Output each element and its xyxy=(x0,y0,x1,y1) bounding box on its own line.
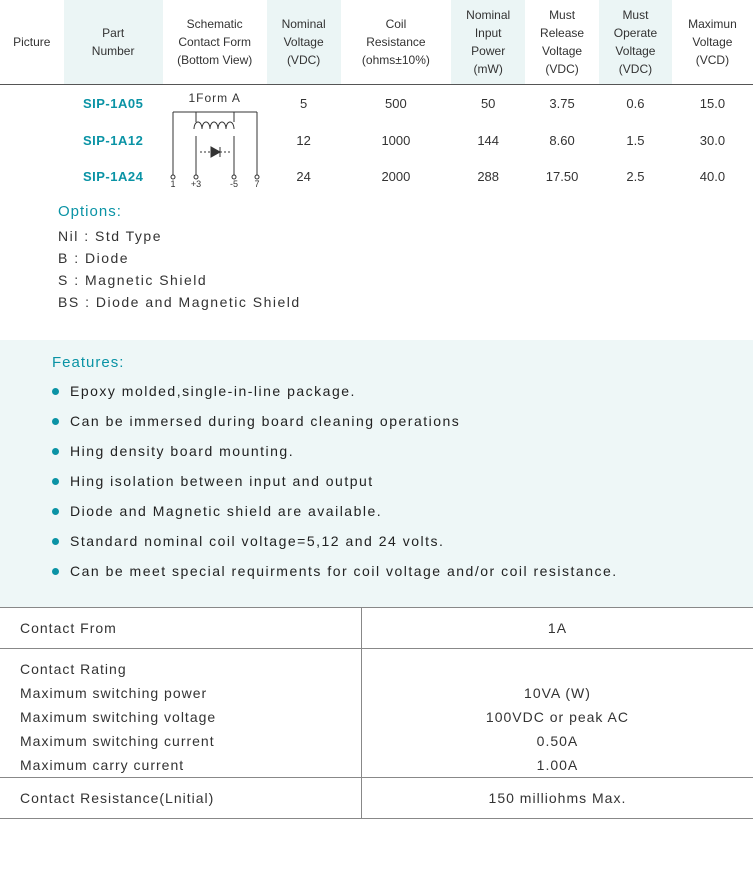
option-line: Nil : Std Type xyxy=(58,228,753,244)
table-cell: 0.6 xyxy=(599,85,672,122)
column-header: CoilResistance(ohms±10%) xyxy=(341,0,452,85)
table-cell: 1000 xyxy=(341,122,452,159)
bullet-icon xyxy=(52,448,59,455)
feature-text: Diode and Magnetic shield are available. xyxy=(70,503,382,519)
spec-row: Maximum switching power10VA (W) xyxy=(0,681,753,705)
options-section: Options: Nil : Std Type B : Diode S : Magn… xyxy=(0,195,753,340)
picture-cell xyxy=(0,85,64,196)
feature-item: Epoxy molded,single-in-line package. xyxy=(52,383,743,399)
spec-label: Maximum switching voltage xyxy=(0,705,361,729)
table-cell: 3.75 xyxy=(525,85,599,122)
part-number-link[interactable]: SIP-1A05 xyxy=(83,96,143,111)
features-title: Features: xyxy=(52,354,743,371)
table-cell: 500 xyxy=(341,85,452,122)
table-cell: 15.0 xyxy=(672,85,753,122)
svg-text:1: 1 xyxy=(170,179,175,189)
features-section: Features: Epoxy molded,single-in-line pa… xyxy=(0,340,753,608)
feature-text: Hing density board mounting. xyxy=(70,443,294,459)
feature-item: Hing isolation between input and output xyxy=(52,473,743,489)
feature-text: Can be immersed during board cleaning op… xyxy=(70,413,460,429)
table-cell: 2.5 xyxy=(599,158,672,195)
feature-item: Diode and Magnetic shield are available. xyxy=(52,503,743,519)
parameter-table: PicturePartNumberSchematicContact Form(B… xyxy=(0,0,753,195)
table-cell: 5 xyxy=(267,85,341,122)
schematic-icon: 1 +3 -5 7 xyxy=(165,105,265,189)
contact-from-value: 1A xyxy=(361,608,753,649)
spec-row: Maximum switching current0.50A xyxy=(0,729,753,753)
form-label: 1Form A xyxy=(165,91,265,105)
part-number-link[interactable]: SIP-1A12 xyxy=(83,133,143,148)
column-header: Picture xyxy=(0,0,64,85)
svg-text:-5: -5 xyxy=(230,179,238,189)
feature-item: Can be immersed during board cleaning op… xyxy=(52,413,743,429)
table-cell: 1.5 xyxy=(599,122,672,159)
column-header: NominalInputPower(mW) xyxy=(451,0,525,85)
spec-label: Maximum switching current xyxy=(0,729,361,753)
table-row: SIP-1A24 24200028817.502.540.0 xyxy=(0,158,753,195)
spec-label: Maximum switching power xyxy=(0,681,361,705)
feature-text: Can be meet special requirments for coil… xyxy=(70,563,618,579)
spec-row: Maximum carry current1.00A xyxy=(0,753,753,778)
spec-value: 100VDC or peak AC xyxy=(361,705,753,729)
svg-text:7: 7 xyxy=(254,179,259,189)
option-line: S : Magnetic Shield xyxy=(58,272,753,288)
column-header: MustOperateVoltage(VDC) xyxy=(599,0,672,85)
table-cell: 12 xyxy=(267,122,341,159)
bullet-icon xyxy=(52,418,59,425)
schematic-cell: 1Form A xyxy=(163,85,267,196)
table-header-row: PicturePartNumberSchematicContact Form(B… xyxy=(0,0,753,85)
spec-row: Contact Rating xyxy=(0,649,753,682)
table-cell: 50 xyxy=(451,85,525,122)
table-cell: 8.60 xyxy=(525,122,599,159)
feature-item: Can be meet special requirments for coil… xyxy=(52,563,743,579)
column-header: PartNumber xyxy=(64,0,163,85)
table-row: SIP-1A05 1Form A xyxy=(0,85,753,122)
spec-row: Contact From 1A xyxy=(0,608,753,649)
spec-row: Contact Resistance(Lnitial) 150 milliohm… xyxy=(0,778,753,819)
contact-resistance-value: 150 milliohms Max. xyxy=(361,778,753,819)
table-cell: 24 xyxy=(267,158,341,195)
bullet-icon xyxy=(52,478,59,485)
contact-resistance-label: Contact Resistance(Lnitial) xyxy=(0,778,361,819)
table-cell: 40.0 xyxy=(672,158,753,195)
contact-from-label: Contact From xyxy=(0,608,361,649)
column-header: MustReleaseVoltage(VDC) xyxy=(525,0,599,85)
bullet-icon xyxy=(52,538,59,545)
bullet-icon xyxy=(52,568,59,575)
feature-item: Standard nominal coil voltage=5,12 and 2… xyxy=(52,533,743,549)
column-header: SchematicContact Form(Bottom View) xyxy=(163,0,267,85)
column-header: MaximunVoltage(VCD) xyxy=(672,0,753,85)
table-cell: 144 xyxy=(451,122,525,159)
spec-value: 0.50A xyxy=(361,729,753,753)
feature-text: Hing isolation between input and output xyxy=(70,473,374,489)
feature-text: Standard nominal coil voltage=5,12 and 2… xyxy=(70,533,444,549)
feature-text: Epoxy molded,single-in-line package. xyxy=(70,383,356,399)
feature-item: Hing density board mounting. xyxy=(52,443,743,459)
spec-label: Maximum carry current xyxy=(0,753,361,778)
contact-rating-label: Contact Rating xyxy=(0,649,361,682)
spec-value: 10VA (W) xyxy=(361,681,753,705)
spec-row: Maximum switching voltage100VDC or peak … xyxy=(0,705,753,729)
table-cell: 288 xyxy=(451,158,525,195)
options-title: Options: xyxy=(58,203,753,220)
bullet-icon xyxy=(52,388,59,395)
spec-table: Contact From 1A Contact Rating Maximum s… xyxy=(0,608,753,819)
spec-value: 1.00A xyxy=(361,753,753,778)
column-header: NominalVoltage(VDC) xyxy=(267,0,341,85)
part-number-link[interactable]: SIP-1A24 xyxy=(83,169,143,184)
bullet-icon xyxy=(52,508,59,515)
table-row: SIP-1A12 1210001448.601.530.0 xyxy=(0,122,753,159)
option-line: BS : Diode and Magnetic Shield xyxy=(58,294,753,310)
table-cell: 2000 xyxy=(341,158,452,195)
table-cell: 30.0 xyxy=(672,122,753,159)
table-cell: 17.50 xyxy=(525,158,599,195)
svg-text:+3: +3 xyxy=(191,179,201,189)
option-line: B : Diode xyxy=(58,250,753,266)
